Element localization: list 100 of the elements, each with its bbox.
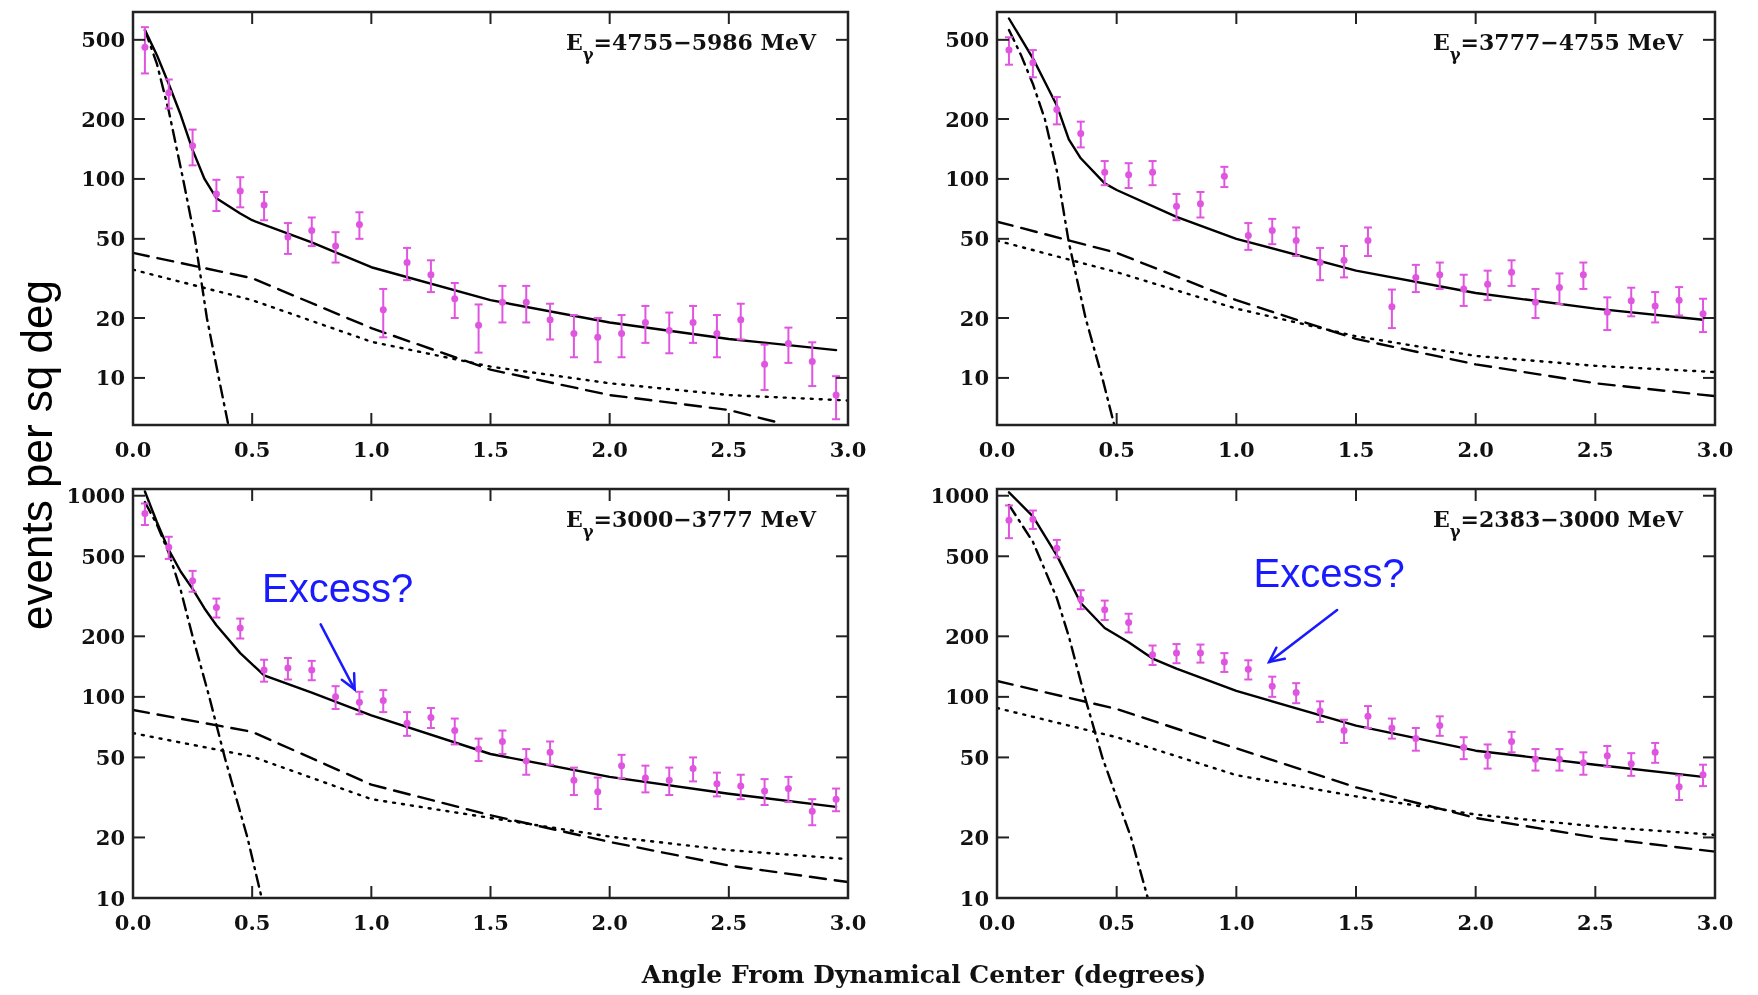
y-tick-label: 10 xyxy=(959,885,989,911)
point xyxy=(1268,682,1276,690)
point xyxy=(761,787,769,795)
point xyxy=(641,318,649,326)
point xyxy=(1292,689,1300,697)
point xyxy=(451,295,459,303)
point xyxy=(236,187,244,195)
point xyxy=(1555,283,1563,291)
point xyxy=(713,330,721,338)
point xyxy=(1555,755,1563,763)
x-tick-label: 3.0 xyxy=(829,437,867,462)
point xyxy=(1651,748,1659,756)
y-tick-label: 200 xyxy=(81,623,125,649)
point xyxy=(1125,619,1133,627)
annotation: E$_{γ}$=4755−5986 MeV xyxy=(565,29,817,64)
point xyxy=(641,774,649,782)
x-tick-label: 0.0 xyxy=(114,910,152,935)
x-tick-label: 1.0 xyxy=(1218,437,1255,462)
point xyxy=(475,745,483,753)
point xyxy=(165,543,173,551)
x-tick-label: 0.0 xyxy=(978,910,1016,935)
point xyxy=(1603,308,1611,316)
y-tick-label: 50 xyxy=(95,744,125,770)
x-tick-label: 1.0 xyxy=(1218,910,1255,935)
y-tick-label: 20 xyxy=(95,824,125,850)
point xyxy=(1603,752,1611,760)
point xyxy=(618,762,626,770)
point xyxy=(784,785,792,793)
point xyxy=(522,757,530,765)
point xyxy=(1173,202,1180,210)
point xyxy=(1077,130,1085,138)
y-tick-label: 20 xyxy=(959,824,989,850)
line-series xyxy=(1007,17,1705,321)
point xyxy=(546,316,554,324)
point xyxy=(141,43,149,51)
point xyxy=(1651,302,1659,310)
point xyxy=(1532,755,1539,763)
y-tick-label: 100 xyxy=(945,166,989,192)
point xyxy=(1053,106,1061,114)
point xyxy=(1579,271,1587,279)
point xyxy=(1699,310,1707,318)
point xyxy=(189,577,197,585)
point xyxy=(665,327,673,335)
point xyxy=(808,807,816,815)
y-tick-label: 10 xyxy=(959,365,989,391)
x-tick-label: 2.5 xyxy=(710,910,748,935)
point xyxy=(1316,259,1324,267)
x-axis-title: Angle From Dynamical Center (degrees) xyxy=(640,960,1207,989)
point xyxy=(832,795,840,803)
x-tick-label: 1.5 xyxy=(1337,437,1375,462)
point xyxy=(594,333,602,341)
point xyxy=(427,271,435,279)
point xyxy=(1364,237,1372,245)
point xyxy=(451,727,459,735)
point xyxy=(1149,168,1157,176)
x-tick-label: 3.0 xyxy=(1696,437,1734,462)
point xyxy=(1460,285,1468,293)
point xyxy=(284,664,292,672)
point xyxy=(1508,737,1516,745)
y-tick-label: 200 xyxy=(945,106,989,132)
y-tick-label: 500 xyxy=(81,27,125,53)
point xyxy=(498,737,506,745)
point xyxy=(260,666,268,674)
point xyxy=(1005,46,1013,54)
y-tick-label: 50 xyxy=(95,226,125,252)
x-tick-label: 2.0 xyxy=(1457,437,1494,462)
x-tick-label: 2.5 xyxy=(1577,910,1614,935)
y-tick-label: 500 xyxy=(81,543,125,569)
y-axis-title: events per sq deg xyxy=(12,280,61,630)
x-tick-label: 1.5 xyxy=(1337,910,1375,935)
y-tick-label: 100 xyxy=(81,684,125,710)
x-tick-label: 0.5 xyxy=(233,910,271,935)
point xyxy=(1412,273,1420,281)
point xyxy=(1196,200,1204,208)
annotation: Excess? xyxy=(262,566,414,611)
x-tick-label: 1.0 xyxy=(353,910,390,935)
point xyxy=(1579,759,1587,767)
point xyxy=(1460,744,1468,752)
y-tick-label: 100 xyxy=(945,684,989,710)
point xyxy=(427,713,435,721)
annotation: E$_{γ}$=3000−3777 MeV xyxy=(565,506,817,541)
point xyxy=(522,298,530,306)
point xyxy=(355,698,363,706)
point xyxy=(1532,298,1539,306)
point xyxy=(832,391,840,399)
point xyxy=(1125,171,1133,179)
point xyxy=(1484,280,1492,288)
y-tick-label: 1000 xyxy=(66,483,125,509)
x-tick-label: 1.5 xyxy=(472,910,509,935)
point xyxy=(355,221,363,229)
point xyxy=(1675,783,1683,791)
point xyxy=(1196,649,1204,657)
point xyxy=(1340,727,1348,735)
x-tick-label: 0.5 xyxy=(1098,910,1135,935)
x-tick-label: 1.5 xyxy=(472,437,509,462)
x-tick-label: 2.5 xyxy=(710,437,748,462)
point xyxy=(1029,515,1037,523)
point xyxy=(1101,168,1109,176)
point xyxy=(403,259,411,267)
y-tick-label: 1000 xyxy=(930,483,989,509)
